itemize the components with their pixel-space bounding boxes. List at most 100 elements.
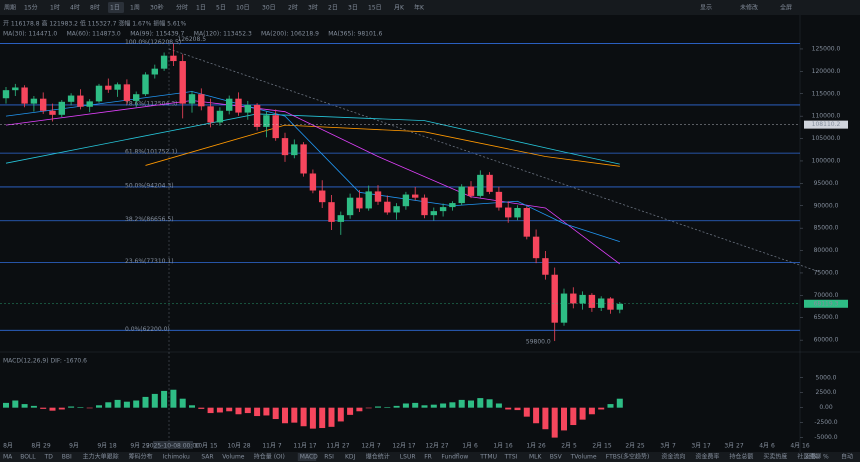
macd-bar: [133, 400, 140, 408]
interval-button[interactable]: 2日: [328, 5, 338, 12]
interval-button[interactable]: 30秒: [150, 4, 164, 12]
indicator-tab[interactable]: 社区圈聊: [797, 453, 821, 461]
candle-body: [514, 207, 521, 218]
macd-bar: [328, 407, 335, 427]
indicator-tab[interactable]: 资金费率: [695, 453, 719, 461]
x-tick-label: 12月 17: [392, 443, 415, 450]
interval-button[interactable]: 8时: [90, 4, 100, 12]
macd-bar: [347, 407, 354, 415]
indicator-tab[interactable]: SAR: [201, 454, 213, 461]
interval-button[interactable]: 3日: [348, 5, 358, 12]
scale-option[interactable]: 对数: [805, 453, 817, 461]
interval-button[interactable]: 1周: [130, 5, 140, 12]
macd-bar: [105, 402, 112, 408]
indicator-tab[interactable]: LSUR: [400, 454, 416, 461]
candle-body: [356, 197, 363, 209]
candle-body: [30, 98, 38, 104]
y-tick-label: 2500.0: [816, 389, 837, 396]
candle-body: [244, 104, 251, 113]
interval-button[interactable]: 15日: [368, 5, 382, 12]
indicator-tab[interactable]: 主力大单跟踪: [83, 453, 119, 461]
macd-bar: [505, 407, 512, 410]
candle-body: [319, 190, 326, 203]
candle-body: [123, 84, 131, 101]
macd-bar: [430, 404, 437, 408]
indicator-tab[interactable]: Volume: [222, 454, 245, 461]
x-tick-label: 3月 17: [691, 443, 711, 450]
y-tick-label: 85000.0: [814, 225, 839, 232]
indicator-tab[interactable]: MLK: [529, 454, 543, 461]
indicator-tab[interactable]: 持仓总额: [729, 453, 753, 461]
macd-bar: [12, 400, 19, 408]
x-tick-label: 11月 7: [262, 443, 282, 450]
interval-button[interactable]: 1日: [196, 5, 206, 12]
candle-body: [365, 191, 372, 209]
candle-body: [412, 194, 419, 198]
interval-button[interactable]: 15分: [24, 4, 38, 12]
indicator-tab[interactable]: FR: [424, 454, 432, 461]
macd-bar: [96, 405, 102, 408]
toolbar-action[interactable]: 全屏: [780, 4, 792, 12]
indicator-tab[interactable]: TTMU: [479, 454, 497, 461]
indicator-tab[interactable]: TVolume: [570, 454, 597, 461]
macd-bar: [449, 402, 456, 408]
scale-option[interactable]: 自动: [841, 453, 853, 461]
candle-body: [216, 110, 224, 123]
indicator-tab[interactable]: RSI: [324, 454, 334, 461]
macd-bar: [337, 407, 344, 422]
interval-button[interactable]: 分时: [176, 4, 188, 12]
interval-button[interactable]: 1日: [110, 5, 120, 12]
interval-button[interactable]: 2时: [288, 4, 298, 12]
interval-button[interactable]: 30日: [262, 5, 276, 12]
tabs-bg: [0, 452, 860, 462]
candle-body: [532, 236, 540, 259]
x-tick-label: 1月 26: [526, 443, 546, 450]
toolbar-action[interactable]: 未修改: [740, 4, 758, 12]
interval-button[interactable]: 4时: [70, 4, 80, 12]
interval-button[interactable]: 3时: [308, 4, 318, 12]
candle-body: [560, 293, 568, 323]
indicator-tab[interactable]: TD: [44, 454, 54, 461]
indicator-tab[interactable]: Ichimoku: [163, 454, 190, 461]
ma-value: MA(99): 115439.7: [130, 31, 184, 38]
interval-button[interactable]: 月K: [394, 5, 405, 12]
macd-bar: [468, 400, 474, 408]
indicator-tab[interactable]: KDJ: [345, 454, 356, 461]
indicator-tab[interactable]: 持仓量 (OI): [254, 453, 285, 461]
indicator-tab[interactable]: 爆仓统计: [366, 453, 390, 461]
indicator-tab[interactable]: Fundflow: [441, 454, 468, 461]
candle-body: [421, 197, 428, 216]
indicator-tab[interactable]: MACD: [300, 454, 318, 461]
interval-button[interactable]: 10日: [236, 5, 250, 12]
indicator-tab[interactable]: 资金流向: [661, 453, 685, 461]
x-tick-label: 3月 7: [660, 443, 676, 450]
interval-button[interactable]: 5日: [216, 5, 226, 12]
candle-body: [402, 194, 410, 207]
macd-bar: [588, 407, 595, 415]
scale-option[interactable]: %: [823, 454, 829, 461]
indicator-tab[interactable]: BSV: [550, 454, 563, 461]
indicator-tab[interactable]: BOLL: [20, 454, 36, 461]
indicator-tab[interactable]: TTSI: [504, 454, 518, 461]
macd-title: MACD(12,26,9) DIF: -1670.6: [3, 358, 87, 365]
macd-bar: [198, 407, 205, 409]
y-tick-label: 60000.0: [814, 337, 839, 344]
toolbar-action[interactable]: 显示: [700, 5, 712, 12]
indicator-tab[interactable]: MA: [3, 454, 13, 461]
indicator-tab[interactable]: 筹码分布: [129, 453, 153, 461]
candle-body: [58, 101, 65, 115]
indicator-tab[interactable]: 买卖热度: [763, 453, 787, 461]
indicator-tab[interactable]: BBI: [62, 454, 72, 461]
interval-button[interactable]: 年K: [414, 4, 425, 12]
indicator-tab[interactable]: FTBS(多空趋势): [606, 453, 650, 461]
macd-bar: [440, 403, 447, 408]
toolbar-bg: [0, 0, 860, 15]
fib-label: 61.8%(101752.1): [125, 149, 177, 156]
interval-button[interactable]: 周期: [4, 4, 16, 12]
candle-body: [291, 144, 298, 156]
x-tick-label: 9月: [69, 443, 79, 450]
interval-button[interactable]: 1时: [50, 4, 60, 12]
candle-body: [272, 115, 279, 139]
candle-body: [253, 104, 261, 127]
